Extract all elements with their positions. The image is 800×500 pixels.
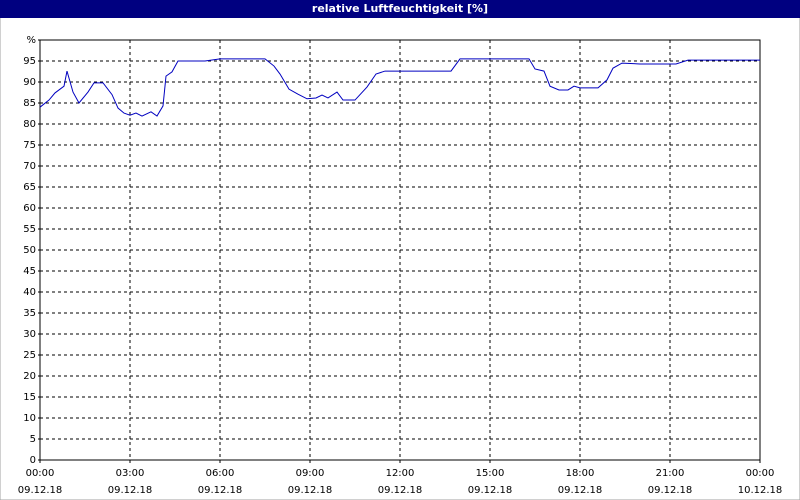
y-tick-label: 70 bbox=[23, 161, 36, 172]
y-tick-label: 55 bbox=[23, 224, 36, 235]
title-bar bbox=[0, 0, 800, 18]
x-tick-label: 09.12.18 bbox=[108, 485, 153, 496]
y-tick-label: 10 bbox=[23, 413, 36, 424]
data-line bbox=[39, 58, 760, 117]
y-tick-label: 65 bbox=[23, 182, 36, 193]
x-tick-label: 00:00 bbox=[746, 468, 775, 479]
y-tick-label: 35 bbox=[23, 308, 36, 319]
x-tick-label: 09.12.18 bbox=[198, 485, 243, 496]
y-tick-label: 0 bbox=[30, 455, 36, 466]
y-tick-label: 50 bbox=[23, 245, 36, 256]
x-tick-label: 09.12.18 bbox=[648, 485, 693, 496]
y-tick-label: 30 bbox=[23, 329, 36, 340]
y-tick-label: % bbox=[26, 35, 36, 46]
x-tick-label: 12:00 bbox=[386, 468, 415, 479]
x-tick-label: 10.12.18 bbox=[738, 485, 783, 496]
x-tick-label: 18:00 bbox=[566, 468, 595, 479]
x-tick-label: 09:00 bbox=[296, 468, 325, 479]
y-tick-label: 25 bbox=[23, 350, 36, 361]
y-tick-label: 75 bbox=[23, 140, 36, 151]
x-tick-label: 06:00 bbox=[206, 468, 235, 479]
x-tick-label: 21:00 bbox=[656, 468, 685, 479]
y-tick-label: 60 bbox=[23, 203, 36, 214]
y-tick-label: 95 bbox=[23, 56, 36, 67]
y-tick-label: 15 bbox=[23, 392, 36, 403]
x-tick-label: 03:00 bbox=[116, 468, 145, 479]
x-tick-label: 09.12.18 bbox=[468, 485, 513, 496]
y-tick-label: 85 bbox=[23, 98, 36, 109]
y-tick-label: 90 bbox=[23, 77, 36, 88]
x-tick-label: 09.12.18 bbox=[378, 485, 423, 496]
x-tick-label: 15:00 bbox=[476, 468, 505, 479]
x-tick-label: 09.12.18 bbox=[18, 485, 63, 496]
x-tick-label: 09.12.18 bbox=[288, 485, 333, 496]
x-tick-label: 09.12.18 bbox=[558, 485, 603, 496]
y-tick-label: 45 bbox=[23, 266, 36, 277]
chart-title: relative Luftfeuchtigkeit [%] bbox=[312, 2, 488, 15]
y-tick-label: 20 bbox=[23, 371, 36, 382]
y-tick-label: 80 bbox=[23, 119, 36, 130]
x-tick-label: 00:00 bbox=[26, 468, 55, 479]
y-tick-label: 5 bbox=[30, 434, 36, 445]
y-tick-label: 40 bbox=[23, 287, 36, 298]
